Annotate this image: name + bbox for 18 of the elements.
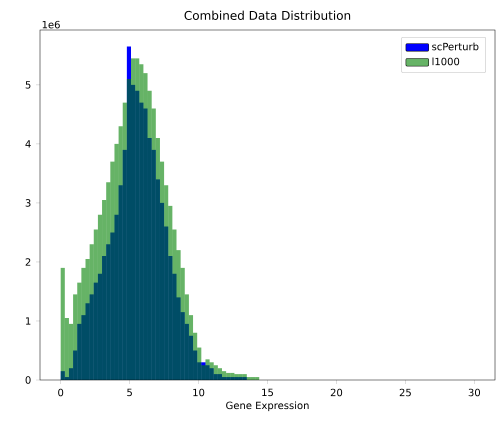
y-tick-label: 2 [26,258,30,266]
legend-label: scPerturb [432,42,478,50]
x-tick-label: 30 [468,388,480,396]
text: 1e6 [42,20,60,28]
y-tick-label: 5 [26,81,30,89]
x-tick-label: 25 [400,388,411,396]
y-tick-label: 0 [26,376,31,384]
x-axis-title: Gene Expression [226,401,309,412]
x-tick-label: 15 [262,388,273,396]
legend-label: l1000 [432,58,460,66]
chart-title: Combined Data Distribution [184,10,350,20]
x-tick-label: 0 [58,388,64,396]
x-tick-label: 10 [193,388,204,396]
x-tick-label: 5 [127,388,132,396]
y-tick-label: 4 [25,140,31,148]
y-tick-label: 3 [26,199,30,207]
x-tick-label: 20 [330,388,342,396]
y-tick-label: 1 [26,317,30,325]
